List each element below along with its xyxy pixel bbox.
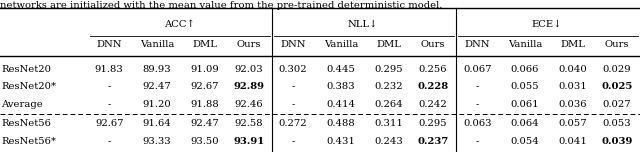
- Text: 92.47: 92.47: [143, 82, 172, 91]
- Text: ResNet20*: ResNet20*: [1, 82, 56, 91]
- Text: 0.228: 0.228: [417, 82, 449, 91]
- Text: Ours: Ours: [237, 40, 261, 49]
- Text: 93.33: 93.33: [143, 137, 172, 146]
- Text: ECE↓: ECE↓: [532, 20, 563, 29]
- Text: NLL↓: NLL↓: [348, 20, 378, 29]
- Text: 0.040: 0.040: [559, 65, 588, 74]
- Text: 0.431: 0.431: [326, 137, 355, 146]
- Text: 0.311: 0.311: [374, 119, 403, 128]
- Text: 0.242: 0.242: [419, 100, 447, 109]
- Text: -: -: [291, 82, 295, 91]
- Text: 92.46: 92.46: [235, 100, 264, 109]
- Text: -: -: [291, 137, 295, 146]
- Text: 0.063: 0.063: [463, 119, 492, 128]
- Text: 92.47: 92.47: [191, 119, 220, 128]
- Text: 0.061: 0.061: [511, 100, 540, 109]
- Text: Ours: Ours: [605, 40, 629, 49]
- Text: DML: DML: [376, 40, 401, 49]
- Text: 0.029: 0.029: [603, 65, 631, 74]
- Text: 91.20: 91.20: [143, 100, 172, 109]
- Text: 0.414: 0.414: [326, 100, 356, 109]
- Text: 0.302: 0.302: [279, 65, 307, 74]
- Text: 0.295: 0.295: [419, 119, 447, 128]
- Text: 0.264: 0.264: [374, 100, 403, 109]
- Text: 0.053: 0.053: [603, 119, 631, 128]
- Text: Vanilla: Vanilla: [324, 40, 358, 49]
- Text: 0.027: 0.027: [603, 100, 631, 109]
- Text: 0.237: 0.237: [417, 137, 449, 146]
- Text: DNN: DNN: [465, 40, 490, 49]
- Text: 0.383: 0.383: [327, 82, 355, 91]
- Text: ACC↑: ACC↑: [164, 20, 195, 29]
- Text: 91.88: 91.88: [191, 100, 220, 109]
- Text: 92.89: 92.89: [234, 82, 264, 91]
- Text: 92.58: 92.58: [235, 119, 264, 128]
- Text: 0.295: 0.295: [374, 65, 403, 74]
- Text: 0.057: 0.057: [559, 119, 588, 128]
- Text: networks are initialized with the mean value from the pre-trained deterministic : networks are initialized with the mean v…: [0, 1, 442, 10]
- Text: 0.031: 0.031: [559, 82, 588, 91]
- Text: -: -: [476, 82, 479, 91]
- Text: -: -: [476, 100, 479, 109]
- Text: 0.066: 0.066: [511, 65, 540, 74]
- Text: 91.83: 91.83: [95, 65, 124, 74]
- Text: DML: DML: [561, 40, 586, 49]
- Text: Vanilla: Vanilla: [508, 40, 542, 49]
- Text: DML: DML: [193, 40, 218, 49]
- Text: 92.67: 92.67: [95, 119, 124, 128]
- Text: 89.93: 89.93: [143, 65, 172, 74]
- Text: 0.256: 0.256: [419, 65, 447, 74]
- Text: Ours: Ours: [421, 40, 445, 49]
- Text: 93.91: 93.91: [234, 137, 265, 146]
- Text: -: -: [291, 100, 295, 109]
- Text: 0.036: 0.036: [559, 100, 587, 109]
- Text: 0.067: 0.067: [463, 65, 492, 74]
- Text: 0.041: 0.041: [559, 137, 588, 146]
- Text: -: -: [108, 137, 111, 146]
- Text: Average: Average: [1, 100, 43, 109]
- Text: 0.054: 0.054: [511, 137, 540, 146]
- Text: -: -: [108, 100, 111, 109]
- Text: 91.64: 91.64: [143, 119, 172, 128]
- Text: 92.03: 92.03: [235, 65, 264, 74]
- Text: 91.09: 91.09: [191, 65, 220, 74]
- Text: DNN: DNN: [97, 40, 122, 49]
- Text: -: -: [108, 82, 111, 91]
- Text: DNN: DNN: [280, 40, 306, 49]
- Text: 0.272: 0.272: [279, 119, 307, 128]
- Text: 0.488: 0.488: [326, 119, 355, 128]
- Text: 0.025: 0.025: [602, 82, 633, 91]
- Text: 93.50: 93.50: [191, 137, 220, 146]
- Text: -: -: [476, 137, 479, 146]
- Text: 0.055: 0.055: [511, 82, 540, 91]
- Text: ResNet20: ResNet20: [1, 65, 51, 74]
- Text: ResNet56*: ResNet56*: [1, 137, 56, 146]
- Text: ResNet56: ResNet56: [1, 119, 51, 128]
- Text: 0.243: 0.243: [374, 137, 403, 146]
- Text: 0.232: 0.232: [374, 82, 403, 91]
- Text: Vanilla: Vanilla: [140, 40, 174, 49]
- Text: 92.67: 92.67: [191, 82, 220, 91]
- Text: 0.039: 0.039: [602, 137, 633, 146]
- Text: 0.064: 0.064: [511, 119, 540, 128]
- Text: 0.445: 0.445: [326, 65, 355, 74]
